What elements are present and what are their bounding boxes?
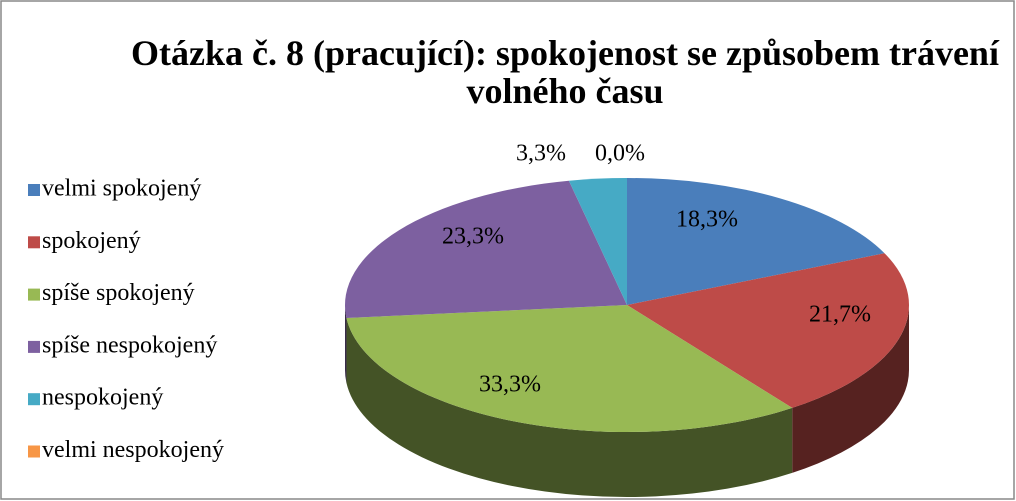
- legend-swatch: [28, 445, 40, 458]
- legend-swatch: [28, 288, 40, 301]
- slice: [627, 178, 885, 305]
- chart-title: Otázka č. 8 (pracující): spokojenost se …: [131, 33, 999, 111]
- legend-label: nespokojený: [42, 385, 163, 411]
- slice: [345, 180, 627, 318]
- data-label: 0,0%: [595, 141, 645, 167]
- slice: [627, 253, 909, 408]
- data-label: 3,3%: [516, 141, 566, 167]
- legend-label: spíše nespokojený: [42, 332, 217, 358]
- data-label: 18,3%: [676, 207, 738, 233]
- slice: [568, 178, 627, 305]
- data-label: 21,7%: [809, 302, 871, 328]
- data-label: 33,3%: [479, 372, 541, 398]
- slice: [346, 305, 793, 433]
- legend-label: velmi nespokojený: [42, 437, 224, 463]
- legend-swatch: [28, 340, 40, 353]
- slice-side: [792, 305, 909, 473]
- slice-side: [346, 317, 793, 498]
- legend-label: spokojený: [42, 228, 141, 254]
- slice-side: [345, 305, 347, 383]
- legend-swatch: [28, 236, 40, 249]
- legend-swatch: [28, 393, 40, 406]
- legend-label: velmi spokojený: [42, 176, 201, 202]
- data-label: 23,3%: [442, 224, 504, 250]
- legend-label: spíše spokojený: [42, 280, 195, 306]
- legend-swatch: [28, 184, 40, 196]
